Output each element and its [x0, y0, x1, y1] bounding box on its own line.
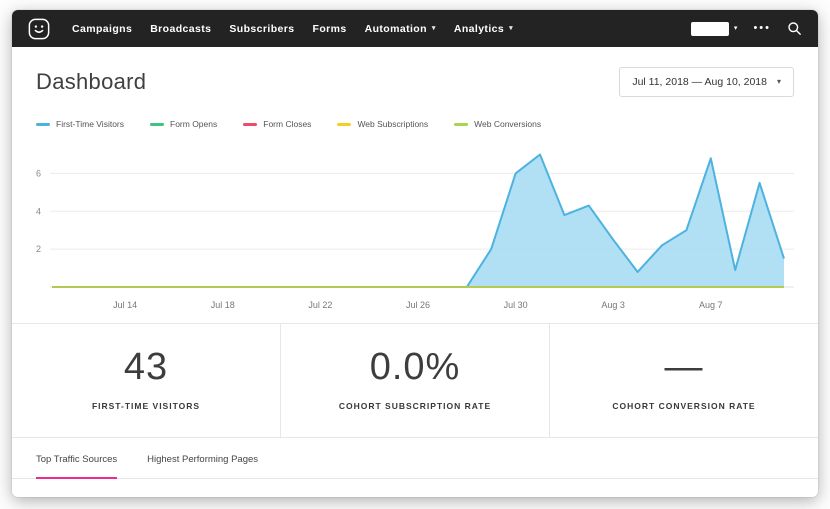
nav-item-label: Subscribers	[229, 22, 295, 35]
stat-label: COHORT SUBSCRIPTION RATE	[338, 401, 492, 411]
nav-item-broadcasts[interactable]: Broadcasts	[150, 23, 211, 35]
search-icon	[788, 22, 801, 35]
stat-first-time-visitors: 43 FIRST-TIME VISITORS	[12, 324, 280, 437]
stat-value: 0.0%	[369, 346, 461, 388]
drip-logo-icon[interactable]	[28, 18, 50, 40]
legend-swatch	[243, 122, 258, 126]
svg-text:2: 2	[36, 244, 41, 254]
stat-cohort-subscription-rate: 0.0% COHORT SUBSCRIPTION RATE	[280, 324, 549, 437]
legend-label: First-Time Visitors	[56, 119, 124, 129]
legend-swatch	[36, 122, 50, 126]
stats-row: 43 FIRST-TIME VISITORS 0.0% COHORT SUBSCRIP…	[12, 323, 818, 438]
legend-swatch	[454, 122, 469, 126]
stat-value: —	[664, 346, 704, 388]
svg-text:4: 4	[36, 206, 41, 216]
chevron-down-icon: ▾	[733, 25, 738, 32]
nav-item-label: Campaigns	[72, 22, 133, 35]
nav-item-analytics[interactable]: Analytics ▾	[454, 23, 513, 35]
svg-text:Jul 14: Jul 14	[113, 300, 137, 310]
legend-item-form-opens[interactable]: Form Opens	[150, 119, 217, 129]
chart-legend: First-Time Visitors Form Opens Form Closes…	[12, 105, 818, 133]
report-tabs: Top Traffic Sources Highest Performing Pa…	[12, 438, 818, 479]
legend-item-web-conversions[interactable]: Web Conversions	[454, 119, 541, 129]
chart-area: 2 4 6 Jul 14 Jul 18 Jul 22 Jul 26 Jul 30 Aug 3 Au…	[12, 133, 818, 317]
stat-label: COHORT CONVERSION RATE	[612, 401, 756, 411]
app-window: Campaigns Broadcasts Subscribers Forms Autom…	[12, 10, 818, 497]
nav-item-subscribers[interactable]: Subscribers	[229, 23, 294, 35]
svg-text:Aug 7: Aug 7	[699, 300, 723, 310]
account-avatar	[690, 21, 729, 36]
svg-text:Jul 30: Jul 30	[504, 300, 528, 310]
nav-item-forms[interactable]: Forms	[313, 23, 347, 35]
page-title: Dashboard	[36, 69, 147, 94]
nav-item-label: Analytics	[453, 22, 505, 35]
nav-item-automation[interactable]: Automation ▾	[365, 23, 436, 35]
nav-items: Campaigns Broadcasts Subscribers Forms Autom…	[72, 23, 513, 35]
date-range-picker[interactable]: Jul 11, 2018 — Aug 10, 2018 ▾	[619, 67, 794, 97]
legend-swatch	[150, 122, 164, 126]
svg-text:Aug 3: Aug 3	[601, 300, 625, 310]
legend-label: Form Opens	[170, 119, 218, 129]
legend-swatch	[337, 122, 352, 126]
svg-text:6: 6	[36, 168, 41, 178]
stat-label: FIRST-TIME VISITORS	[91, 401, 201, 411]
tab-highest-performing-pages[interactable]: Highest Performing Pages	[147, 454, 259, 465]
chevron-down-icon: ▾	[431, 25, 436, 32]
nav-item-campaigns[interactable]: Campaigns	[72, 23, 132, 35]
legend-label: Web Conversions	[474, 119, 542, 129]
svg-text:Jul 18: Jul 18	[211, 300, 235, 310]
chevron-down-icon: ▾	[509, 25, 514, 32]
nav-item-label: Automation	[364, 22, 427, 35]
stat-value: 43	[123, 346, 169, 388]
legend-item-web-subscriptions[interactable]: Web Subscriptions	[337, 119, 428, 129]
date-range-label: Jul 11, 2018 — Aug 10, 2018	[632, 76, 767, 88]
svg-text:Jul 22: Jul 22	[308, 300, 332, 310]
legend-label: Web Subscriptions	[357, 119, 429, 129]
visitors-area-chart: 2 4 6 Jul 14 Jul 18 Jul 22 Jul 26 Jul 30 Aug 3 Au…	[36, 153, 794, 310]
more-options-button[interactable]: •••	[753, 22, 771, 34]
chevron-down-icon: ▾	[776, 77, 781, 86]
page-header: Dashboard Jul 11, 2018 — Aug 10, 2018 ▾	[12, 47, 818, 105]
svg-text:Jul 26: Jul 26	[406, 300, 430, 310]
legend-item-form-closes[interactable]: Form Closes	[243, 119, 311, 129]
nav-item-label: Broadcasts	[150, 22, 212, 35]
account-menu[interactable]: ▾	[690, 21, 738, 36]
legend-label: Form Closes	[263, 119, 312, 129]
nav-item-label: Forms	[312, 22, 347, 35]
search-button[interactable]	[787, 21, 802, 36]
legend-item-first-time-visitors[interactable]: First-Time Visitors	[36, 119, 124, 129]
navbar-right: ▾ •••	[690, 21, 802, 36]
top-navbar: Campaigns Broadcasts Subscribers Forms Autom…	[12, 10, 818, 47]
tab-top-traffic-sources[interactable]: Top Traffic Sources	[36, 438, 118, 479]
stat-cohort-conversion-rate: — COHORT CONVERSION RATE	[549, 324, 818, 437]
